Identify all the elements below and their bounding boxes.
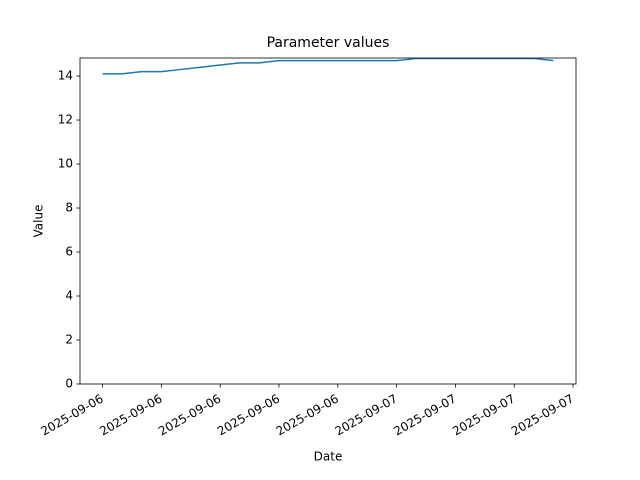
data-line — [102, 58, 554, 75]
x-tick-label: 2025-09-06 — [38, 392, 105, 439]
y-tick-label: 14 — [58, 69, 73, 83]
plot-frame — [79, 57, 577, 385]
y-axis-label: Value — [32, 205, 46, 238]
y-tick-label: 12 — [58, 113, 73, 127]
x-tick-label: 2025-09-07 — [332, 392, 399, 439]
x-tick-label: 2025-09-06 — [215, 392, 282, 439]
y-tick-label: 8 — [65, 201, 73, 215]
x-tick-label: 2025-09-07 — [450, 392, 517, 439]
chart-title: Parameter values — [267, 35, 390, 51]
y-tick-label: 6 — [65, 245, 73, 259]
x-axis-label: Date — [314, 450, 343, 464]
y-tick-label: 4 — [65, 289, 73, 303]
x-tick-label: 2025-09-06 — [274, 392, 341, 439]
y-tick-label: 0 — [65, 377, 73, 391]
x-tick-label: 2025-09-06 — [156, 392, 223, 439]
x-tick-label: 2025-09-07 — [391, 392, 458, 439]
x-tick-label: 2025-09-06 — [97, 392, 164, 439]
x-tick-label: 2025-09-07 — [509, 392, 576, 439]
y-tick-label: 10 — [58, 157, 73, 171]
y-tick-label: 2 — [65, 333, 73, 347]
